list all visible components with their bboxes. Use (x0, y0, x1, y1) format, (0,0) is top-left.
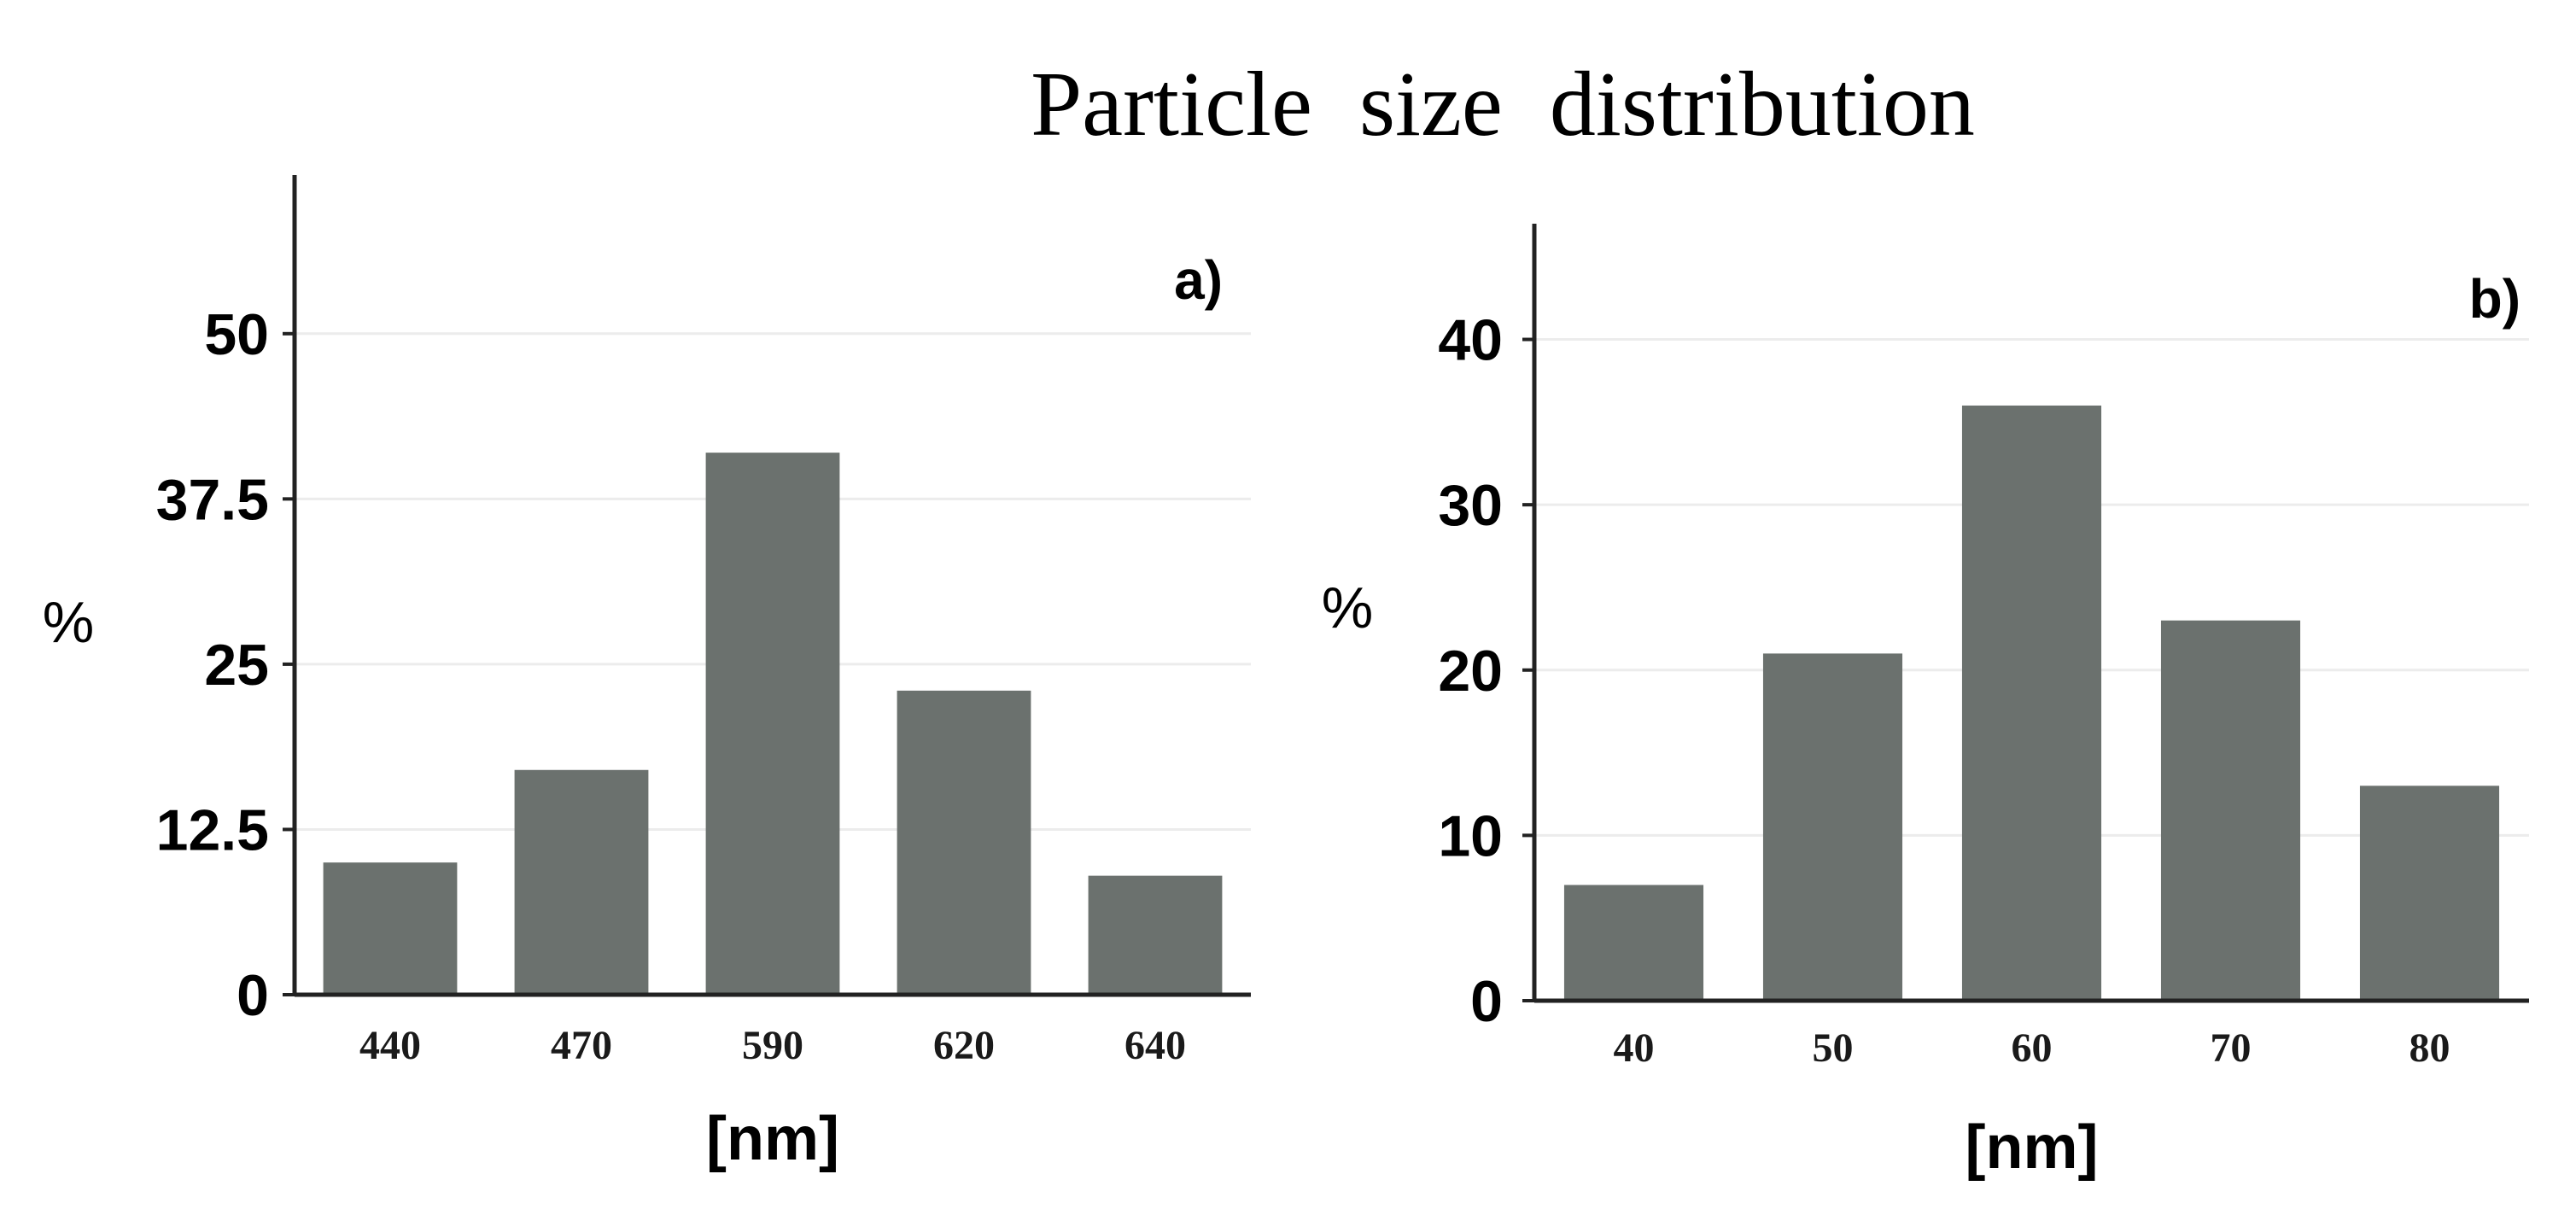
y-tick-label: 10 (1438, 803, 1503, 868)
x-axis-title: [nm] (1966, 1113, 2099, 1182)
y-tick-label: 50 (204, 302, 269, 367)
x-tick-label: 80 (2410, 1025, 2450, 1071)
x-tick-label: 470 (551, 1023, 612, 1068)
bar-40 (1563, 885, 1704, 1001)
y-tick-label: 37.5 (156, 467, 269, 532)
figure-title: Particle size distribution (1031, 54, 1975, 155)
bar-60 (1961, 405, 2102, 1001)
chart-panel-a: 0 12.5 25 37.5 50 440 470 590 620 640 [nm]% a) (43, 175, 1251, 1173)
bar-470 (514, 769, 649, 995)
y-tick-label: 0 (237, 963, 269, 1028)
bar-50 (1762, 653, 1903, 1001)
chart-panel-b: 0 10 20 30 40 40 50 60 70 80 [nm]% b) (1322, 224, 2529, 1182)
y-tick-label: 0 (1470, 969, 1503, 1034)
y-axis-title: % (43, 590, 94, 655)
y-tick-label: 30 (1438, 473, 1503, 538)
x-axis-title: [nm] (706, 1105, 839, 1173)
bar-80 (2359, 786, 2500, 1001)
x-tick-label: 620 (933, 1023, 995, 1068)
bar-620 (897, 690, 1031, 995)
y-tick-label: 12.5 (156, 797, 269, 862)
x-tick-label: 60 (2012, 1025, 2053, 1071)
x-tick-label: 440 (359, 1023, 421, 1068)
panel-label: a) (1174, 249, 1223, 311)
x-tick-label: 70 (2211, 1025, 2252, 1071)
x-tick-label: 640 (1124, 1023, 1186, 1068)
x-tick-label: 590 (742, 1023, 803, 1068)
panel-label: b) (2469, 268, 2521, 330)
bar-440 (323, 862, 458, 995)
y-tick-label: 20 (1438, 639, 1503, 704)
y-axis-title: % (1322, 575, 1373, 640)
y-tick-label: 40 (1438, 308, 1503, 373)
bar-70 (2160, 620, 2301, 1001)
x-tick-label: 50 (1813, 1025, 1854, 1071)
y-tick-label: 25 (204, 633, 269, 698)
bar-590 (705, 453, 840, 995)
x-tick-label: 40 (1614, 1025, 1655, 1071)
bar-640 (1088, 875, 1223, 995)
